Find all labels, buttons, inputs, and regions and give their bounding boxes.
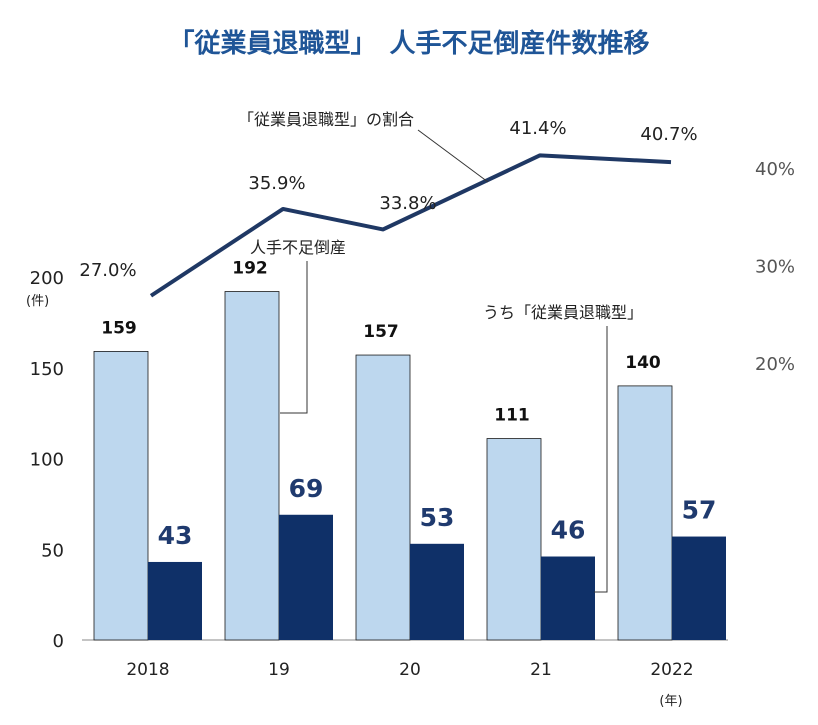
y-tick-label: 0 (53, 631, 64, 652)
x-tick-label: 2018 (126, 660, 169, 680)
bar-total (617, 385, 673, 641)
bars: 159 43 192 69 157 53 111 46 140 57 (93, 259, 726, 641)
bar-employee-resignation-value-label: 43 (158, 521, 193, 550)
x-tick-label: 2022 (650, 660, 693, 680)
ratio-line-layer: 27.0% 35.9% 33.8% 41.4% 40.7% (79, 118, 698, 298)
callout-employee-leader (594, 326, 608, 593)
callout-ratio-leader (417, 129, 489, 183)
axes: 0 50 100 150 200 (件) 20% 30% 40% 2018 19 20 21 2022 (年… (26, 159, 795, 709)
ratio-point-label: 35.9% (248, 173, 305, 194)
y-tick-label: 150 (30, 359, 64, 380)
x-unit-label: (年) (659, 694, 682, 709)
bar-employee-resignation (410, 543, 464, 640)
ratio-point-label: 41.4% (509, 118, 566, 139)
bar-total (355, 354, 411, 641)
y-unit-label: (件) (26, 294, 49, 309)
callout-total-leader (280, 261, 308, 414)
bar-total-value-label: 192 (232, 259, 268, 279)
bar-employee-resignation-value-label: 46 (551, 516, 586, 545)
y-tick-label: 100 (30, 450, 64, 471)
callout-employee-label: うち「従業員退職型」 (483, 303, 643, 322)
bar-total-value-label: 157 (363, 322, 399, 342)
bar-total-value-label: 159 (101, 318, 137, 338)
bar-employee-resignation-value-label: 57 (682, 496, 717, 525)
bar-employee-resignation-value-label: 53 (420, 503, 455, 532)
secondary-y-tick-label: 30% (755, 257, 795, 278)
secondary-y-tick-label: 40% (755, 159, 795, 180)
y-tick-label: 50 (41, 540, 64, 561)
bar-employee-resignation (541, 556, 595, 640)
callout-ratio-label: 「従業員退職型」の割合 (238, 110, 414, 129)
bar-employee-resignation-value-label: 69 (289, 474, 324, 503)
ratio-point-label: 40.7% (640, 124, 697, 145)
ratio-line (149, 153, 672, 298)
ratio-point-label: 33.8% (379, 193, 436, 214)
chart-title: 「従業員退職型」 人手不足倒産件数推移 (168, 28, 649, 59)
secondary-y-tick-label: 20% (755, 354, 795, 375)
bar-employee-resignation (279, 514, 333, 640)
bar-total (224, 291, 280, 641)
bar-employee-resignation (148, 561, 202, 640)
ratio-point-label: 27.0% (79, 260, 136, 281)
bar-employee-resignation (672, 536, 726, 640)
y-tick-label: 200 (30, 268, 64, 289)
bar-total-value-label: 140 (625, 353, 661, 373)
bar-total-value-label: 111 (494, 406, 530, 426)
x-tick-label: 20 (399, 660, 421, 680)
x-tick-label: 21 (530, 660, 552, 680)
x-tick-label: 19 (268, 660, 290, 680)
callout-total-label: 人手不足倒産 (250, 238, 346, 257)
bar-total (486, 438, 542, 641)
bar-total (93, 351, 149, 641)
